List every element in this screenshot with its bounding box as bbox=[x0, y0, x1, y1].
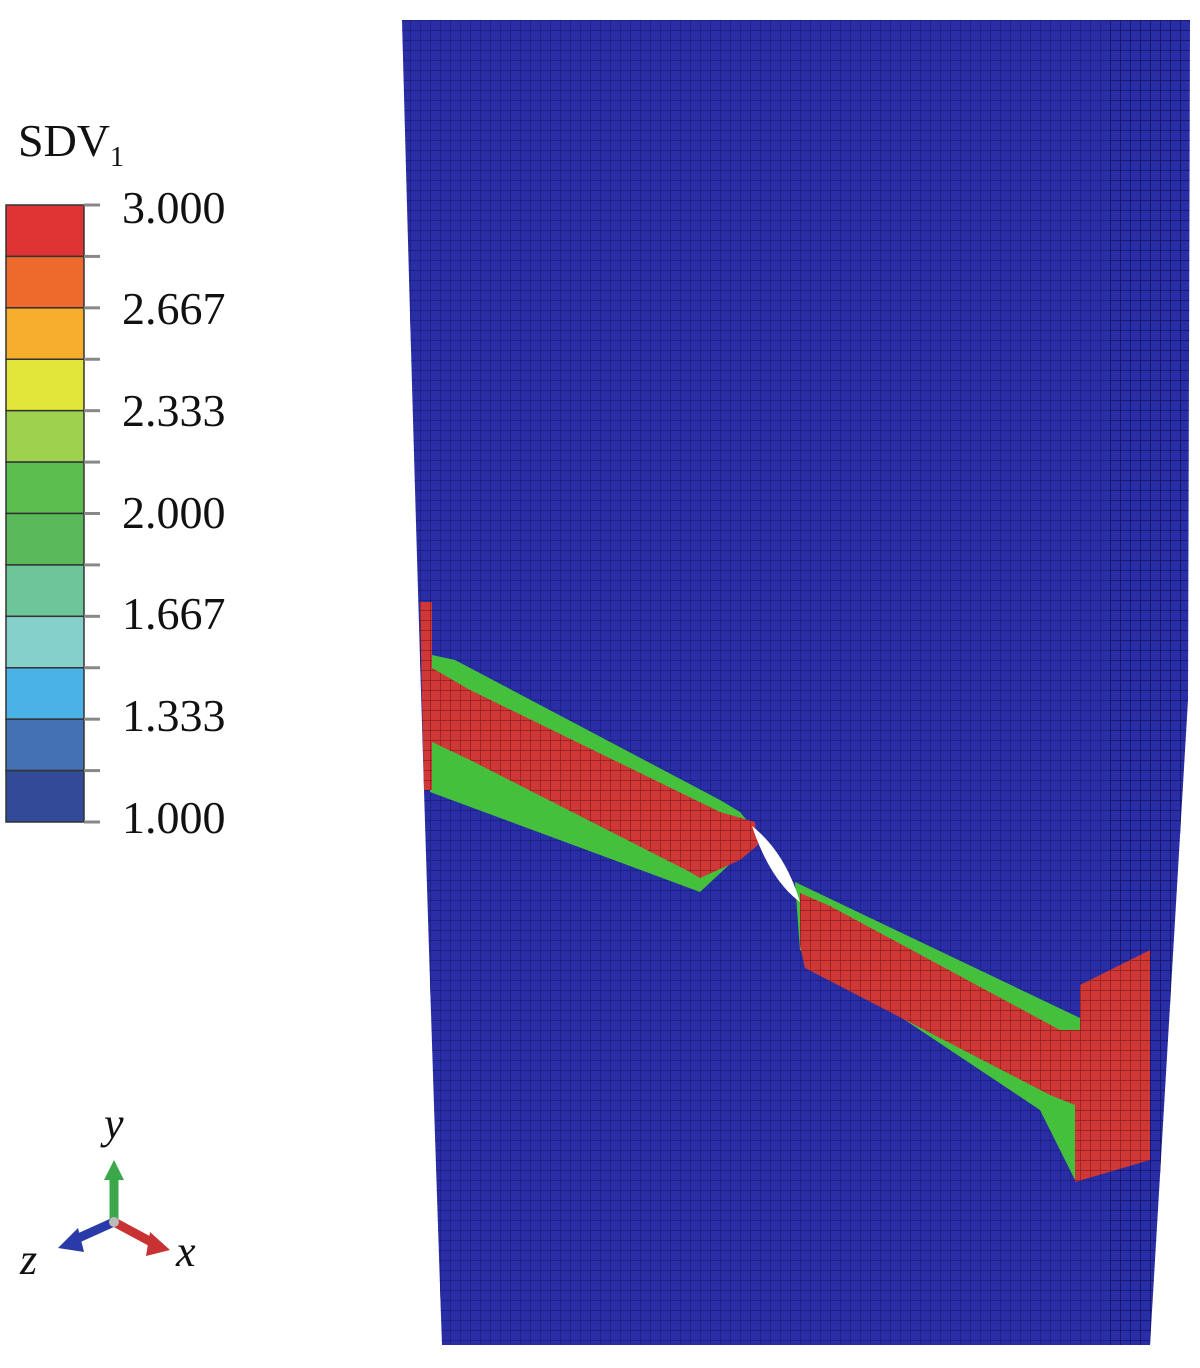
legend-tick-label: 2.000 bbox=[122, 487, 226, 538]
legend-color-band bbox=[5, 564, 85, 618]
y-axis-arrow bbox=[104, 1160, 124, 1180]
crack-opening bbox=[752, 826, 800, 902]
axis-origin bbox=[109, 1217, 119, 1227]
model-front-mesh bbox=[402, 20, 1110, 1345]
legend-tick-label: 1.000 bbox=[122, 792, 226, 843]
legend-color-band bbox=[5, 667, 85, 720]
legend-color-band bbox=[5, 615, 85, 669]
legend-color-band bbox=[5, 769, 85, 823]
z-axis-arrow bbox=[58, 1228, 84, 1252]
x-axis-arrow bbox=[146, 1232, 170, 1256]
legend-title: SDV1 bbox=[18, 115, 125, 173]
legend-tick-label: 1.667 bbox=[122, 588, 226, 639]
z-axis-label: z bbox=[20, 1235, 38, 1284]
legend-tick-label: 1.333 bbox=[122, 690, 226, 741]
legend-tick-label: 3.000 bbox=[122, 182, 226, 233]
legend-color-band bbox=[5, 255, 85, 309]
y-axis-label: y bbox=[104, 1099, 124, 1148]
x-axis-label: x bbox=[176, 1227, 196, 1276]
legend-color-band bbox=[5, 204, 85, 258]
legend-tick-label: 2.333 bbox=[122, 385, 226, 436]
legend-tick-label: 2.667 bbox=[122, 283, 226, 334]
axis-triad bbox=[58, 1160, 170, 1256]
